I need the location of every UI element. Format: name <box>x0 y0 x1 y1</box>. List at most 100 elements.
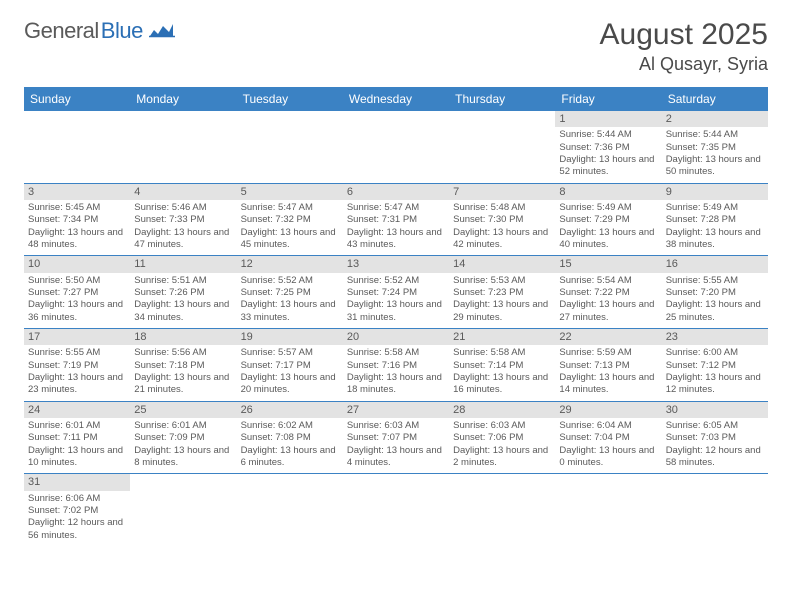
week-row: 1Sunrise: 5:44 AMSunset: 7:36 PMDaylight… <box>24 111 768 184</box>
location: Al Qusayr, Syria <box>600 54 768 75</box>
day-number: 15 <box>555 256 661 272</box>
day-number: 26 <box>237 402 343 418</box>
sunrise-line: Sunrise: 5:58 AM <box>347 347 445 359</box>
sunset-line: Sunset: 7:29 PM <box>559 214 657 226</box>
sunrise-line: Sunrise: 5:55 AM <box>28 347 126 359</box>
day-cell: 3Sunrise: 5:45 AMSunset: 7:34 PMDaylight… <box>24 184 130 256</box>
sunset-line: Sunset: 7:08 PM <box>241 432 339 444</box>
sunrise-line: Sunrise: 5:49 AM <box>559 202 657 214</box>
daylight-line: Daylight: 13 hours and 18 minutes. <box>347 372 445 397</box>
daylight-line: Daylight: 13 hours and 38 minutes. <box>666 227 764 252</box>
daylight-line: Daylight: 13 hours and 12 minutes. <box>666 372 764 397</box>
sunset-line: Sunset: 7:18 PM <box>134 360 232 372</box>
daylight-line: Daylight: 13 hours and 33 minutes. <box>241 299 339 324</box>
daylight-line: Daylight: 13 hours and 36 minutes. <box>28 299 126 324</box>
daylight-line: Daylight: 12 hours and 58 minutes. <box>666 445 764 470</box>
day-cell-empty <box>130 111 236 183</box>
day-cell: 27Sunrise: 6:03 AMSunset: 7:07 PMDayligh… <box>343 402 449 474</box>
daylight-line: Daylight: 13 hours and 45 minutes. <box>241 227 339 252</box>
sunset-line: Sunset: 7:25 PM <box>241 287 339 299</box>
sunrise-line: Sunrise: 5:45 AM <box>28 202 126 214</box>
day-cell: 4Sunrise: 5:46 AMSunset: 7:33 PMDaylight… <box>130 184 236 256</box>
day-cell: 9 Sunrise: 5:49 AMSunset: 7:28 PMDaylight… <box>662 184 768 256</box>
day-number: 9 <box>662 184 768 200</box>
day-cell-empty <box>130 474 236 546</box>
day-cell: 31Sunrise: 6:06 AMSunset: 7:02 PMDayligh… <box>24 474 130 546</box>
day-cell: 24Sunrise: 6:01 AMSunset: 7:11 PMDayligh… <box>24 402 130 474</box>
week-row: 24Sunrise: 6:01 AMSunset: 7:11 PMDayligh… <box>24 402 768 475</box>
daylight-line: Daylight: 13 hours and 20 minutes. <box>241 372 339 397</box>
logo-text-blue: Blue <box>101 18 143 44</box>
day-number: 17 <box>24 329 130 345</box>
sunset-line: Sunset: 7:06 PM <box>453 432 551 444</box>
day-cell: 28Sunrise: 6:03 AMSunset: 7:06 PMDayligh… <box>449 402 555 474</box>
day-number: 20 <box>343 329 449 345</box>
sunrise-line: Sunrise: 5:53 AM <box>453 275 551 287</box>
sunset-line: Sunset: 7:16 PM <box>347 360 445 372</box>
day-cell: 6Sunrise: 5:47 AMSunset: 7:31 PMDaylight… <box>343 184 449 256</box>
daylight-line: Daylight: 13 hours and 42 minutes. <box>453 227 551 252</box>
daylight-line: Daylight: 13 hours and 43 minutes. <box>347 227 445 252</box>
day-cell: 14Sunrise: 5:53 AMSunset: 7:23 PMDayligh… <box>449 256 555 328</box>
weekday-label: Friday <box>555 87 661 111</box>
day-number: 21 <box>449 329 555 345</box>
daylight-line: Daylight: 13 hours and 21 minutes. <box>134 372 232 397</box>
day-number: 14 <box>449 256 555 272</box>
sunrise-line: Sunrise: 5:49 AM <box>666 202 764 214</box>
daylight-line: Daylight: 13 hours and 25 minutes. <box>666 299 764 324</box>
daylight-line: Daylight: 13 hours and 50 minutes. <box>666 154 764 179</box>
daylight-line: Daylight: 13 hours and 2 minutes. <box>453 445 551 470</box>
day-number: 10 <box>24 256 130 272</box>
header: GeneralBlue August 2025 Al Qusayr, Syria <box>24 18 768 75</box>
weekday-row: SundayMondayTuesdayWednesdayThursdayFrid… <box>24 87 768 111</box>
sunrise-line: Sunrise: 6:06 AM <box>28 493 126 505</box>
day-number: 8 <box>555 184 661 200</box>
weekday-label: Monday <box>130 87 236 111</box>
sunset-line: Sunset: 7:13 PM <box>559 360 657 372</box>
day-cell: 15Sunrise: 5:54 AMSunset: 7:22 PMDayligh… <box>555 256 661 328</box>
daylight-line: Daylight: 13 hours and 10 minutes. <box>28 445 126 470</box>
calendar-page: GeneralBlue August 2025 Al Qusayr, Syria… <box>0 0 792 564</box>
sunset-line: Sunset: 7:17 PM <box>241 360 339 372</box>
day-number: 18 <box>130 329 236 345</box>
day-cell: 2Sunrise: 5:44 AMSunset: 7:35 PMDaylight… <box>662 111 768 183</box>
day-number: 27 <box>343 402 449 418</box>
day-number: 13 <box>343 256 449 272</box>
week-row: 10Sunrise: 5:50 AMSunset: 7:27 PMDayligh… <box>24 256 768 329</box>
sunrise-line: Sunrise: 5:55 AM <box>666 275 764 287</box>
sunset-line: Sunset: 7:11 PM <box>28 432 126 444</box>
day-number: 16 <box>662 256 768 272</box>
day-cell: 29Sunrise: 6:04 AMSunset: 7:04 PMDayligh… <box>555 402 661 474</box>
sunset-line: Sunset: 7:07 PM <box>347 432 445 444</box>
sunset-line: Sunset: 7:22 PM <box>559 287 657 299</box>
day-number: 19 <box>237 329 343 345</box>
sunset-line: Sunset: 7:03 PM <box>666 432 764 444</box>
sunset-line: Sunset: 7:04 PM <box>559 432 657 444</box>
day-cell: 22Sunrise: 5:59 AMSunset: 7:13 PMDayligh… <box>555 329 661 401</box>
weekday-label: Saturday <box>662 87 768 111</box>
sunrise-line: Sunrise: 5:48 AM <box>453 202 551 214</box>
sunset-line: Sunset: 7:26 PM <box>134 287 232 299</box>
day-cell: 8Sunrise: 5:49 AMSunset: 7:29 PMDaylight… <box>555 184 661 256</box>
day-cell: 1Sunrise: 5:44 AMSunset: 7:36 PMDaylight… <box>555 111 661 183</box>
sunset-line: Sunset: 7:28 PM <box>666 214 764 226</box>
day-number: 2 <box>662 111 768 127</box>
day-number: 11 <box>130 256 236 272</box>
day-cell-empty <box>555 474 661 546</box>
day-cell: 19 Sunrise: 5:57 AMSunset: 7:17 PMDayligh… <box>237 329 343 401</box>
day-number: 6 <box>343 184 449 200</box>
logo-text-gray: General <box>24 18 99 44</box>
week-row: 31Sunrise: 6:06 AMSunset: 7:02 PMDayligh… <box>24 474 768 546</box>
flag-icon <box>149 22 175 43</box>
sunrise-line: Sunrise: 5:57 AM <box>241 347 339 359</box>
daylight-line: Daylight: 13 hours and 4 minutes. <box>347 445 445 470</box>
day-number: 12 <box>237 256 343 272</box>
day-cell: 11Sunrise: 5:51 AMSunset: 7:26 PMDayligh… <box>130 256 236 328</box>
week-row: 3Sunrise: 5:45 AMSunset: 7:34 PMDaylight… <box>24 184 768 257</box>
day-number: 23 <box>662 329 768 345</box>
weekday-label: Tuesday <box>237 87 343 111</box>
month-title: August 2025 <box>600 18 768 52</box>
sunrise-line: Sunrise: 6:00 AM <box>666 347 764 359</box>
day-number: 4 <box>130 184 236 200</box>
sunrise-line: Sunrise: 5:47 AM <box>241 202 339 214</box>
